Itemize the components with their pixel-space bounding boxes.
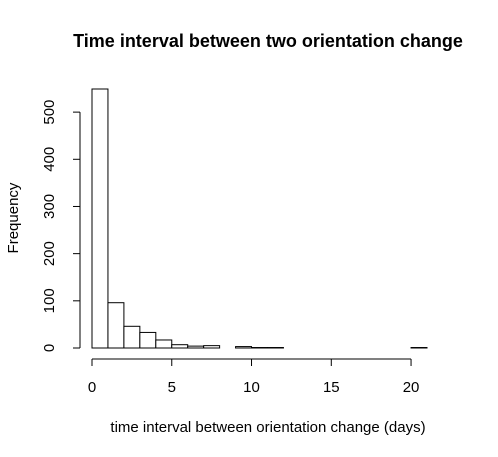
histogram-bar bbox=[91, 88, 109, 349]
histogram-bar bbox=[123, 325, 141, 349]
histogram-bar bbox=[139, 331, 157, 349]
y-tick-label: 200 bbox=[41, 241, 58, 266]
y-axis: 0 100 200 300 400 500 bbox=[41, 100, 81, 352]
x-tick-label: 10 bbox=[243, 379, 260, 396]
y-tick-label: 100 bbox=[41, 288, 58, 313]
x-tick-label: 20 bbox=[403, 379, 420, 396]
histogram-bar bbox=[187, 345, 205, 349]
chart-title: Time interval between two orientation ch… bbox=[73, 31, 463, 51]
bars-group bbox=[91, 88, 428, 349]
histogram-bar bbox=[107, 302, 125, 349]
histogram-bar bbox=[155, 339, 173, 349]
histogram-bar bbox=[203, 345, 221, 349]
x-tick-label: 0 bbox=[88, 379, 96, 396]
x-axis: 0 5 10 15 20 bbox=[88, 358, 420, 396]
x-tick-label: 5 bbox=[168, 379, 176, 396]
y-axis-label: Frequency bbox=[5, 182, 22, 253]
y-tick-label: 0 bbox=[41, 344, 58, 352]
histogram-bar bbox=[171, 344, 189, 349]
x-axis-label: time interval between orientation change… bbox=[110, 419, 425, 436]
y-tick-label: 400 bbox=[41, 147, 58, 172]
histogram-bar bbox=[235, 346, 253, 349]
y-tick-label: 300 bbox=[41, 194, 58, 219]
x-tick-label: 15 bbox=[323, 379, 340, 396]
y-tick-label: 500 bbox=[41, 100, 58, 125]
